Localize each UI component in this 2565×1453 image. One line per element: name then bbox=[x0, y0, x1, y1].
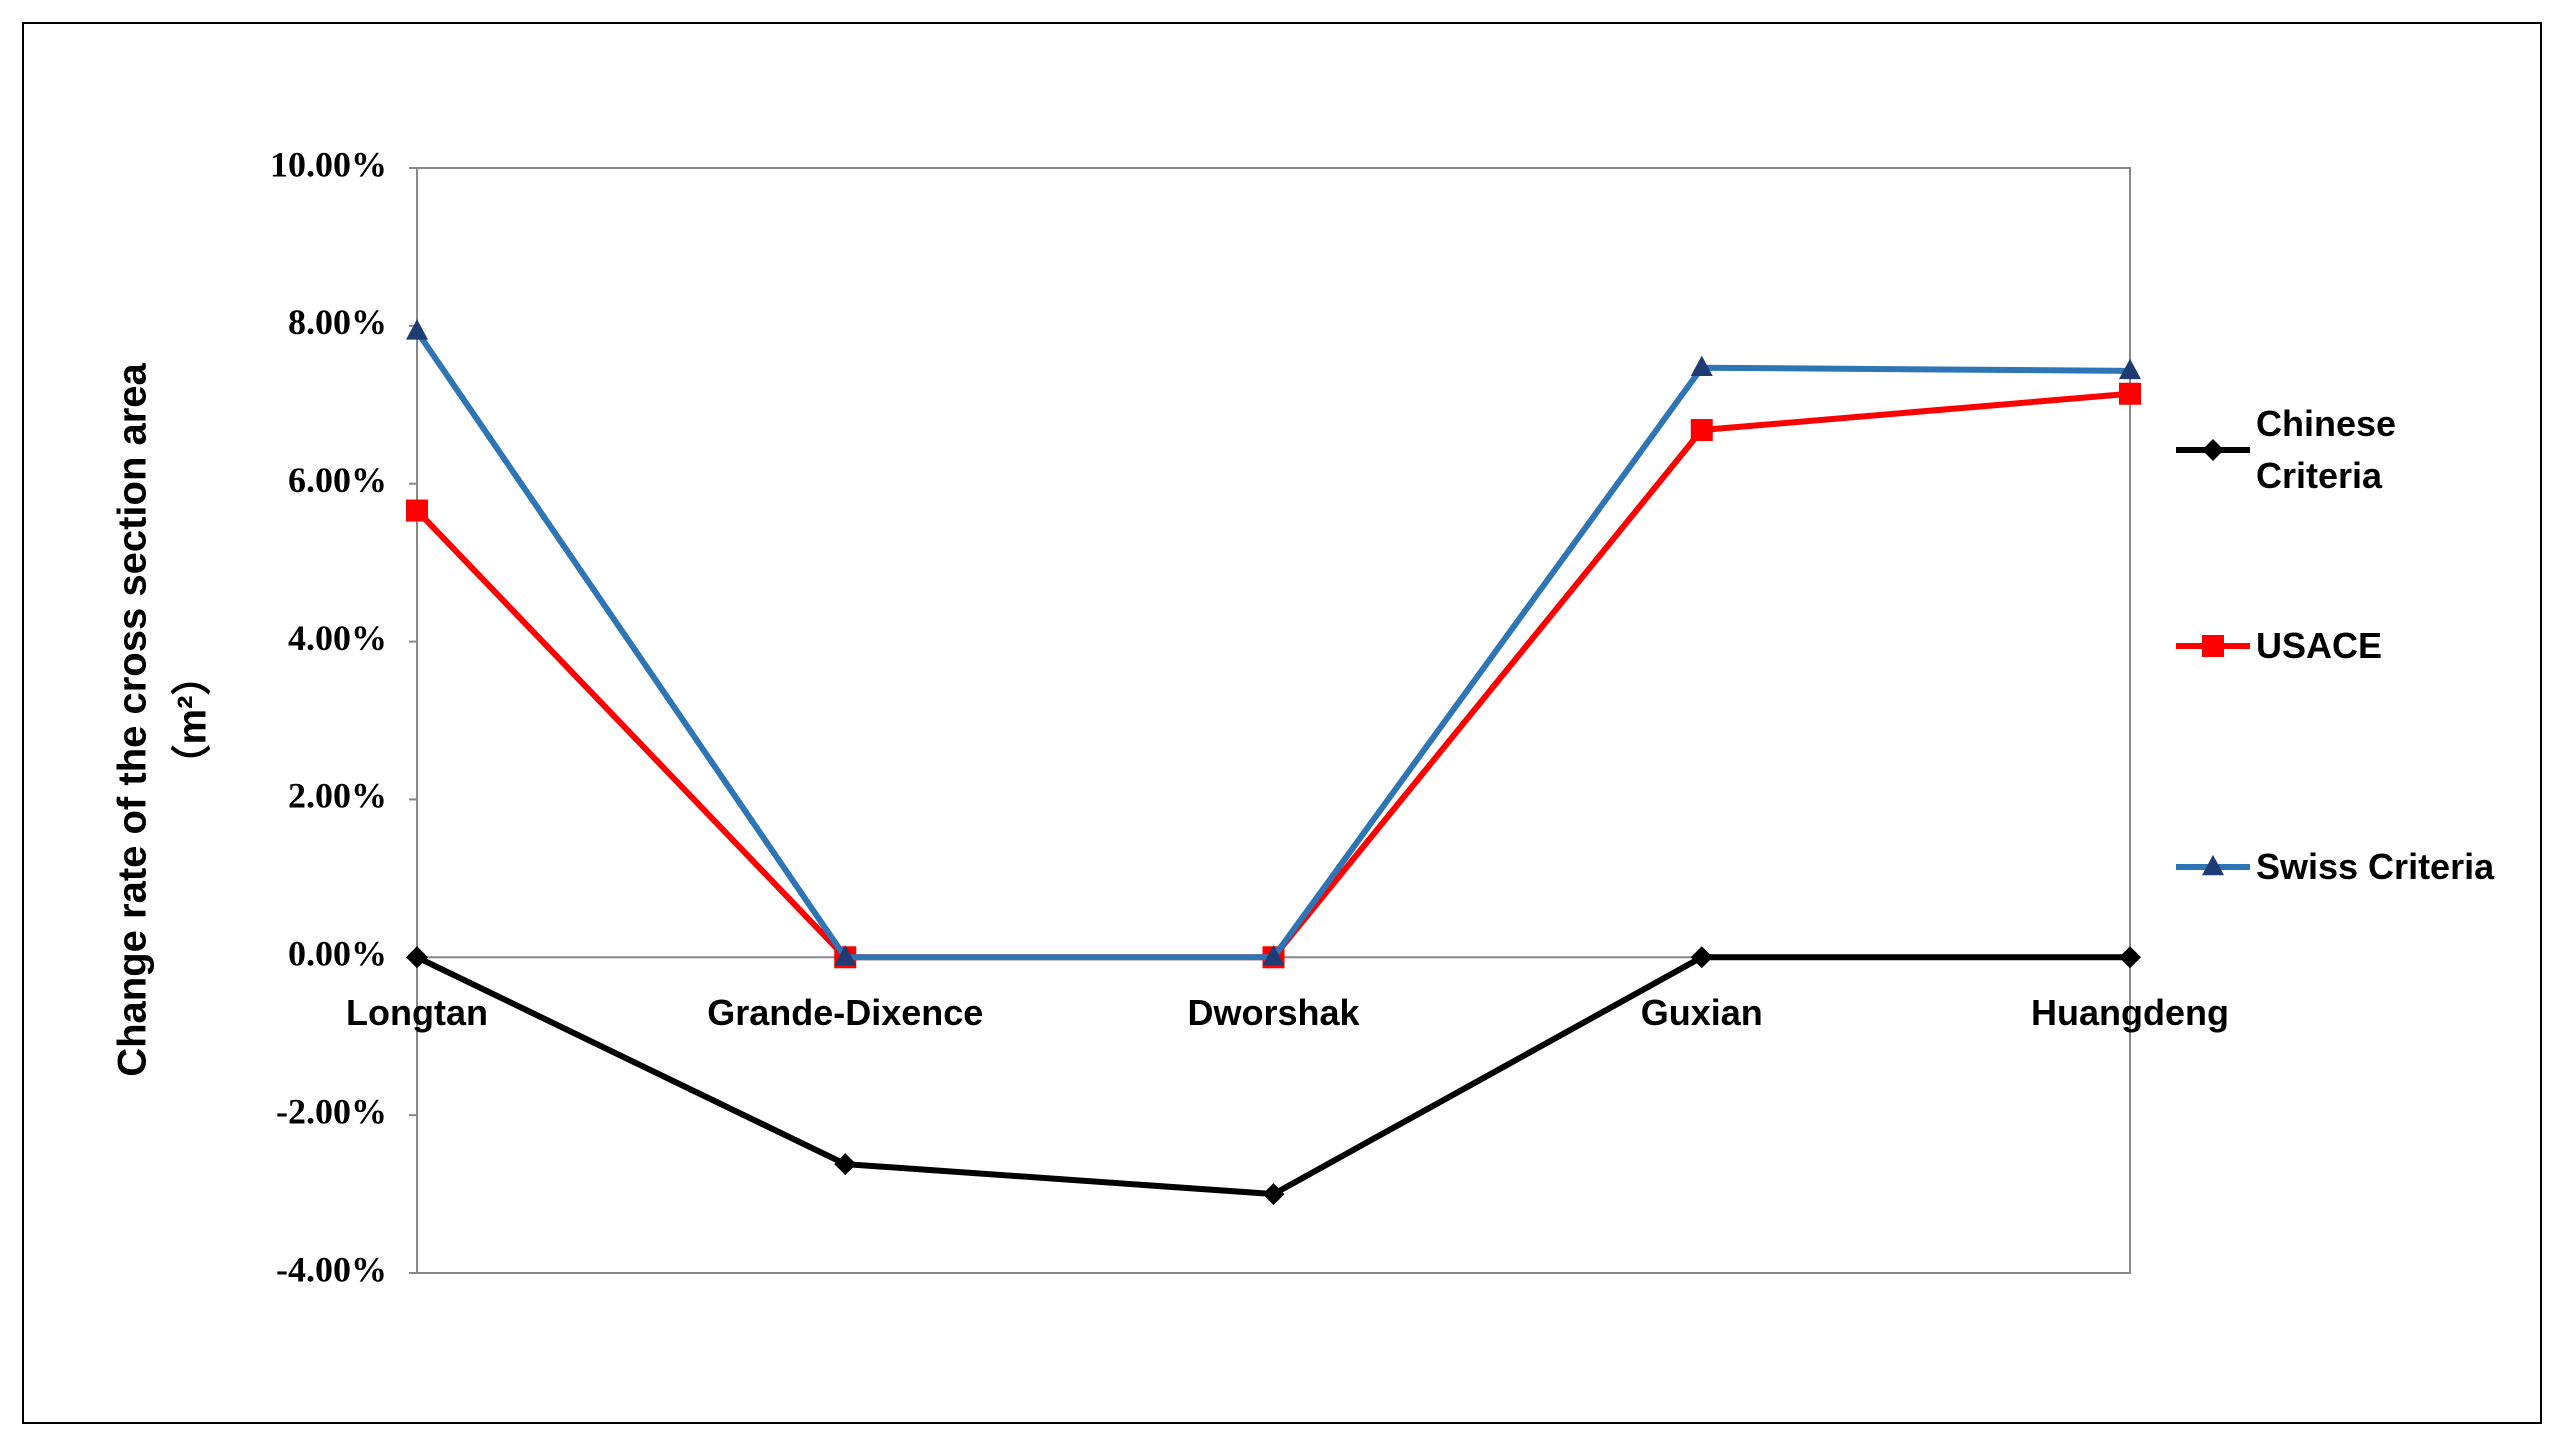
x-tick-label: Guxian bbox=[1641, 992, 1763, 1033]
marker bbox=[2202, 439, 2224, 461]
marker bbox=[2202, 635, 2224, 657]
marker bbox=[834, 945, 857, 966]
outer-border bbox=[22, 22, 2542, 1424]
marker bbox=[406, 946, 428, 969]
y-axis-title: Change rate of the cross section area bbox=[111, 362, 155, 1076]
plot-area bbox=[416, 167, 2131, 1274]
y-tick-label: -4.00% bbox=[276, 1249, 387, 1289]
y-tick-label: 6.00% bbox=[288, 460, 387, 500]
x-tick-label: Longtan bbox=[346, 992, 488, 1033]
y-tick-label: 4.00% bbox=[288, 618, 387, 658]
legend-label: Chinese Criteria bbox=[2256, 403, 2397, 496]
y-axis-unit: （m²） bbox=[171, 656, 215, 785]
marker bbox=[2119, 358, 2141, 380]
y-tick-label: 10.00% bbox=[270, 144, 387, 184]
marker bbox=[1262, 1183, 1285, 1206]
marker bbox=[1690, 419, 1713, 442]
y-tick-label: 0.00% bbox=[288, 934, 387, 974]
marker bbox=[1262, 945, 1285, 966]
marker bbox=[2119, 382, 2141, 405]
legend-label: Swiss Criteria bbox=[2256, 846, 2495, 887]
series-line bbox=[414, 390, 2131, 961]
marker bbox=[2202, 854, 2224, 876]
y-tick-label: -2.00% bbox=[276, 1091, 387, 1131]
marker bbox=[1690, 355, 1713, 376]
marker bbox=[1690, 946, 1713, 969]
marker bbox=[2119, 946, 2141, 969]
marker bbox=[406, 319, 428, 340]
y-tick-label: 8.00% bbox=[288, 302, 387, 342]
series-line bbox=[414, 329, 2131, 961]
x-tick-label: Huangdeng bbox=[2031, 992, 2229, 1033]
marker bbox=[834, 1153, 857, 1176]
x-tick-label: Grande-Dixence bbox=[707, 992, 983, 1033]
marker bbox=[406, 499, 428, 522]
y-tick-label: 2.00% bbox=[288, 776, 387, 816]
x-tick-label: Dworshak bbox=[1187, 992, 1360, 1033]
legend-label: USACE bbox=[2256, 625, 2383, 666]
